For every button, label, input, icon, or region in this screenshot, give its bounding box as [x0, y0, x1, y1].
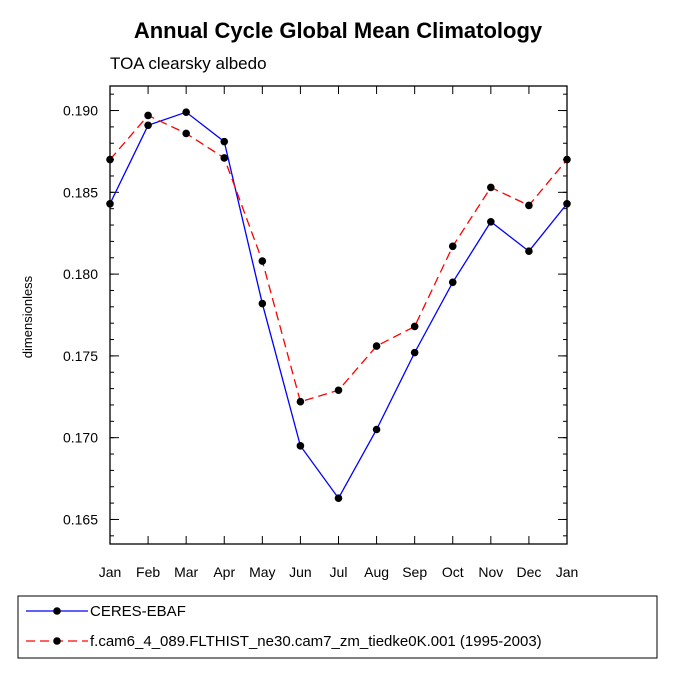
legend: CERES-EBAF f.cam6_4_089.FLTHIST_ne30.cam7…: [17, 595, 658, 659]
x-tick-label: Jan: [99, 564, 122, 580]
series-1-point: [182, 108, 190, 116]
chart-subtitle: TOA clearsky albedo: [110, 54, 267, 73]
series-2-point: [563, 155, 571, 164]
y-tick-label: 0.185: [63, 184, 98, 200]
series-1-point: [410, 348, 419, 357]
y-tick-label: 0.165: [63, 511, 98, 527]
plot-frame: [109, 85, 568, 545]
series-1-point: [487, 217, 495, 226]
legend-label-1: CERES-EBAF: [90, 603, 186, 620]
series-2-point: [144, 111, 152, 120]
series-1-point: [144, 121, 152, 130]
plot-area: Jan Feb Mar Apr May Jun Jul Aug Sep Oct Nov Dec Jan 0…: [63, 85, 579, 580]
series-1-point: [448, 278, 457, 287]
y-tick-label: 0.170: [63, 430, 98, 446]
series-1-point: [563, 199, 571, 208]
series-1-point: [372, 425, 381, 434]
x-tick-label: Sep: [402, 564, 427, 580]
series-2-point: [220, 154, 229, 162]
series-2-point: [372, 342, 381, 350]
series-2-point: [106, 155, 114, 164]
x-tick-label: Mar: [174, 564, 198, 580]
series-1-point: [106, 199, 114, 208]
y-tick-label: 0.175: [63, 348, 98, 364]
series-2-point: [525, 201, 533, 210]
series-line-2: [109, 114, 568, 403]
series-line-1: [109, 111, 568, 500]
series-2-point: [182, 129, 190, 138]
series-1-point: [525, 247, 533, 256]
series-2-point: [448, 242, 457, 251]
x-tick-label: Dec: [516, 564, 541, 580]
x-tick-label: Jan: [556, 564, 579, 580]
x-tick-label: May: [249, 564, 275, 580]
x-tick-label: Nov: [478, 564, 503, 580]
x-tick-label: Jul: [330, 564, 348, 580]
y-tick-label: 0.190: [63, 103, 98, 119]
x-tick-label: Oct: [442, 564, 464, 580]
series-2-point: [410, 322, 419, 331]
legend-marker-2: [53, 637, 61, 645]
legend-box: [17, 595, 658, 659]
series-2-point: [334, 386, 343, 395]
series-2-point: [258, 257, 267, 265]
legend-marker-1: [53, 607, 61, 615]
legend-label-2: f.cam6_4_089.FLTHIST_ne30.cam7_zm_tiedke…: [90, 633, 542, 650]
x-tick-label: Jun: [289, 564, 312, 580]
series-2-point: [296, 397, 305, 406]
chart-title: Annual Cycle Global Mean Climatology: [134, 18, 543, 43]
series-1-point: [334, 494, 343, 503]
series-2-point: [487, 183, 495, 192]
x-tick-label: Aug: [364, 564, 389, 580]
x-tick-label: Apr: [213, 564, 235, 580]
series-1-point: [258, 299, 267, 308]
series-1-point: [296, 442, 305, 450]
series-1-point: [220, 137, 229, 146]
y-axis-label: dimensionless: [20, 275, 35, 358]
y-tick-label: 0.180: [63, 266, 98, 282]
x-tick-label: Feb: [136, 564, 160, 580]
